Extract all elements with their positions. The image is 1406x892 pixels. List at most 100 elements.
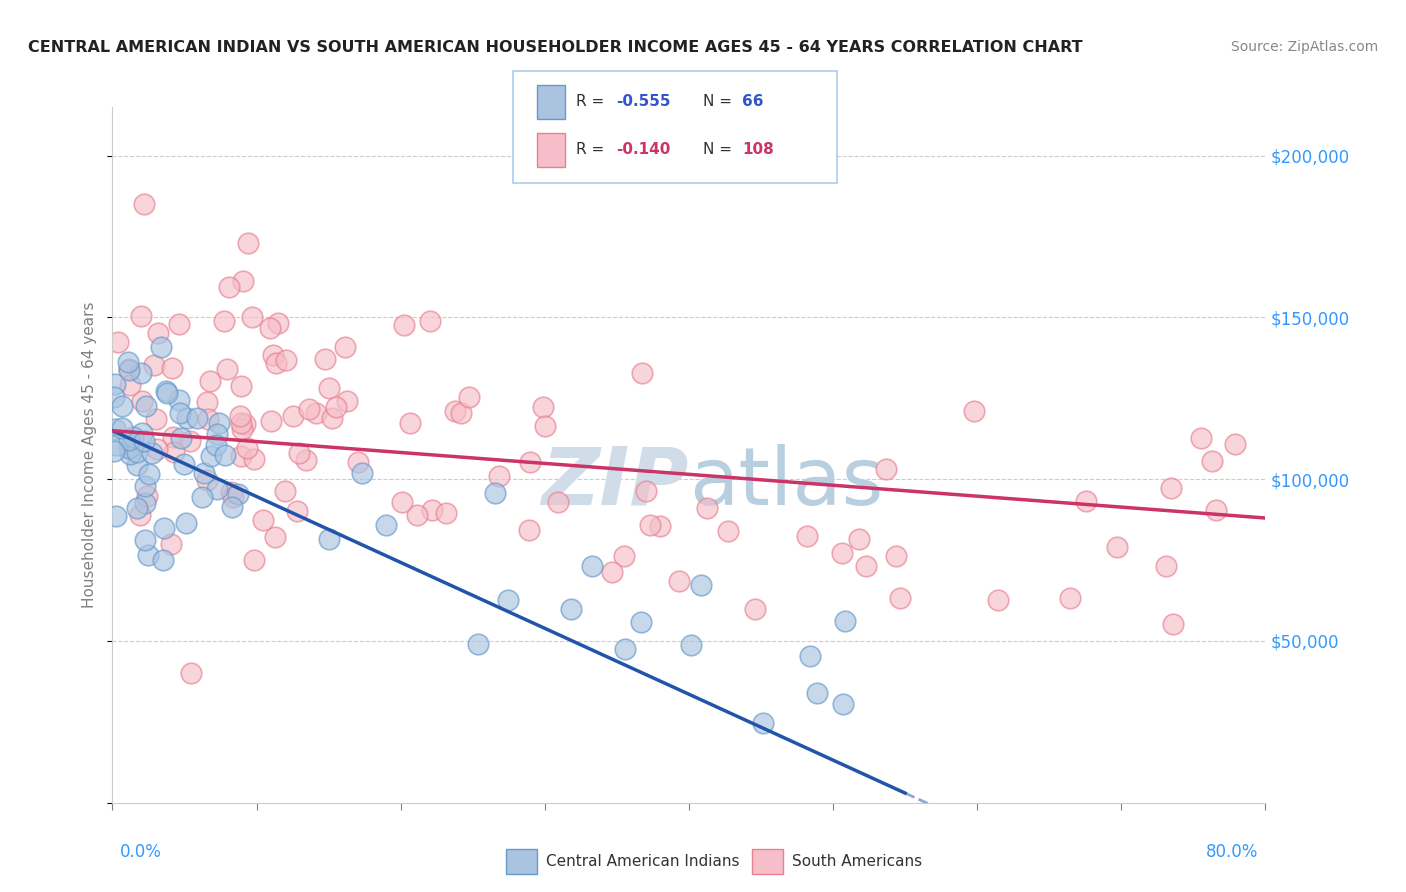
Point <box>233 417 256 432</box>
Point <box>744 602 766 616</box>
Point <box>1201 454 1223 468</box>
Point <box>796 529 818 543</box>
Point <box>318 532 340 546</box>
Point <box>630 615 652 629</box>
Point <box>457 390 479 404</box>
Point <box>1205 503 1227 517</box>
Point <box>648 519 671 533</box>
Point <box>298 401 321 416</box>
Point <box>259 321 281 335</box>
Point <box>832 697 855 711</box>
Point <box>214 448 236 462</box>
Point <box>118 378 141 392</box>
Point <box>118 362 141 376</box>
Point <box>231 422 253 436</box>
Point <box>132 196 155 211</box>
Text: -0.555: -0.555 <box>616 95 671 109</box>
Point <box>963 404 986 418</box>
Point <box>180 665 202 680</box>
Point <box>134 496 156 510</box>
Point <box>496 593 519 607</box>
Point <box>484 486 506 500</box>
Point <box>336 394 359 409</box>
Point <box>519 523 541 537</box>
Point <box>193 467 215 481</box>
Point <box>806 686 828 700</box>
Point <box>696 500 718 515</box>
Point <box>191 490 214 504</box>
Point <box>218 280 240 294</box>
Point <box>419 314 441 328</box>
Point <box>467 636 489 650</box>
Point <box>125 500 148 515</box>
Point <box>600 565 623 579</box>
Point <box>128 508 150 522</box>
Point <box>131 394 153 409</box>
Point <box>1154 558 1177 573</box>
Point <box>132 434 155 448</box>
Point <box>392 318 415 333</box>
Point <box>121 440 143 454</box>
Point <box>195 395 218 409</box>
Text: ZIP: ZIP <box>541 443 689 522</box>
Point <box>117 355 139 369</box>
Point <box>110 421 132 435</box>
Text: South Americans: South Americans <box>792 855 922 869</box>
Point <box>321 410 343 425</box>
Point <box>197 411 219 425</box>
Point <box>519 454 541 468</box>
Point <box>232 274 254 288</box>
Point <box>226 487 249 501</box>
Point <box>105 438 128 452</box>
Point <box>434 506 457 520</box>
Point <box>229 450 252 464</box>
Point <box>799 648 821 663</box>
Point <box>118 447 141 461</box>
Point <box>152 552 174 566</box>
Point <box>613 641 636 656</box>
Point <box>138 467 160 482</box>
Point <box>127 458 149 473</box>
Point <box>167 392 190 407</box>
Point <box>855 558 877 573</box>
Point <box>1059 591 1081 605</box>
Point <box>681 638 703 652</box>
Point <box>668 574 690 588</box>
Point <box>889 591 911 605</box>
Point <box>717 524 740 539</box>
Point <box>162 430 184 444</box>
Text: atlas: atlas <box>689 443 883 522</box>
Point <box>214 314 236 328</box>
Point <box>638 517 661 532</box>
Point <box>204 437 226 451</box>
Point <box>207 483 229 497</box>
Point <box>107 335 129 350</box>
Point <box>262 348 284 362</box>
Point <box>103 377 125 392</box>
Point <box>831 546 853 560</box>
Point <box>155 384 177 398</box>
Text: N =: N = <box>703 95 737 109</box>
Point <box>200 374 222 388</box>
Point <box>111 399 134 413</box>
Point <box>283 409 305 423</box>
Point <box>285 504 308 518</box>
Point <box>264 531 287 545</box>
Point <box>531 400 554 414</box>
Point <box>314 351 336 366</box>
Point <box>243 552 266 566</box>
Point <box>221 491 243 505</box>
Point <box>160 361 183 376</box>
Point <box>294 453 316 467</box>
Point <box>420 503 443 517</box>
Point <box>884 549 907 563</box>
Point <box>848 533 870 547</box>
Point <box>129 366 152 380</box>
Text: -0.140: -0.140 <box>616 143 671 157</box>
Point <box>105 509 128 524</box>
Point <box>134 533 156 548</box>
Text: N =: N = <box>703 143 737 157</box>
Point <box>103 422 125 436</box>
Point <box>274 483 297 498</box>
Point <box>690 578 713 592</box>
